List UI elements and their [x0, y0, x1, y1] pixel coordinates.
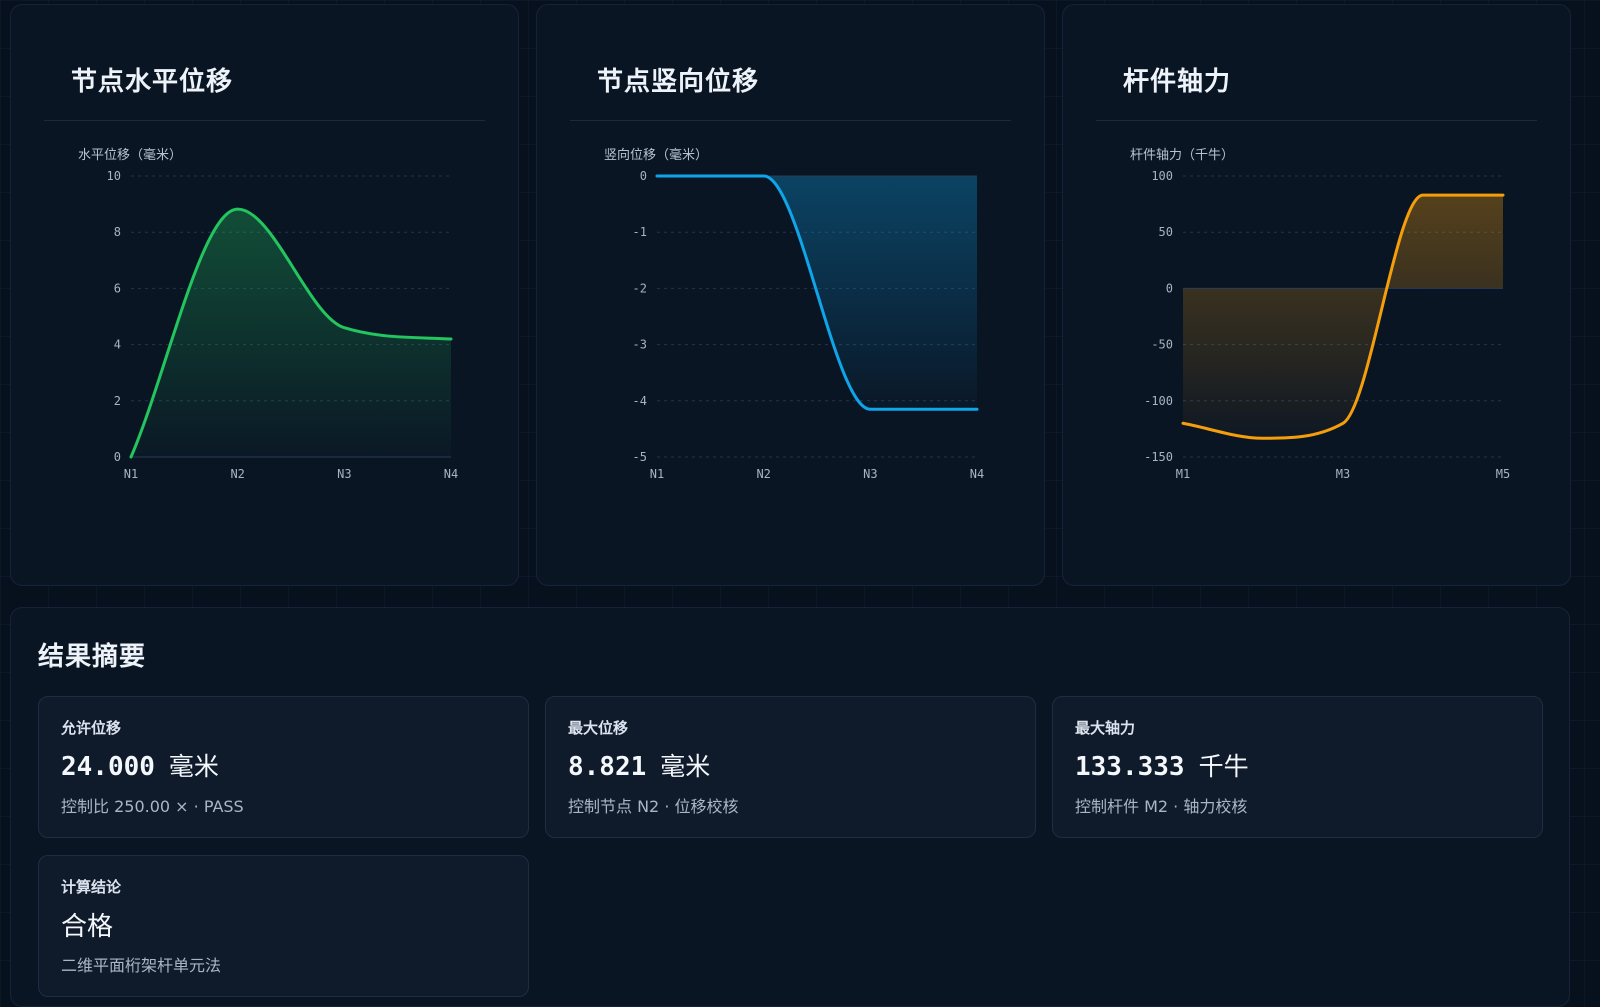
y-tick-label: -1: [633, 225, 647, 239]
y-tick-label: -3: [633, 338, 647, 352]
card-label: 计算结论: [61, 876, 121, 897]
y-tick-label: 2: [114, 394, 121, 408]
card-label: 允许位移: [61, 717, 121, 738]
summary-card-max-axial-force: 最大轴力 133.333 千牛 控制杆件 M2 · 轴力校核: [1052, 696, 1543, 838]
y-tick-label: 100: [1151, 169, 1173, 183]
summary-title: 结果摘要: [38, 636, 146, 673]
x-tick-label: N4: [444, 467, 458, 481]
card-value: 133.333 千牛: [1075, 747, 1249, 783]
x-tick-label: N2: [756, 467, 770, 481]
card-unit: 毫米: [169, 752, 219, 781]
y-axis-label: 杆件轴力（千牛）: [1130, 148, 1234, 163]
card-note: 二维平面桁架杆单元法: [61, 952, 221, 976]
y-tick-label: -4: [633, 394, 647, 408]
card-unit: 千牛: [1199, 752, 1249, 781]
horizontal-displacement-chart: 水平位移（毫米） 0 2 4 6 8 10 N1 N2 N3 N4: [11, 5, 520, 587]
y-tick-label: 0: [114, 450, 121, 464]
y-tick-label: 50: [1159, 225, 1173, 239]
summary-card-max-displacement: 最大位移 8.821 毫米 控制节点 N2 · 位移校核: [545, 696, 1036, 838]
y-tick-label: 10: [107, 169, 121, 183]
card-unit: 毫米: [660, 752, 710, 781]
y-axis-label: 水平位移（毫米）: [78, 147, 182, 163]
card-value: 合格: [61, 906, 113, 943]
y-tick-label: -100: [1144, 394, 1173, 408]
card-note: 控制比 250.00 × · PASS: [61, 793, 244, 817]
card-label: 最大轴力: [1075, 717, 1135, 738]
y-tick-label: 4: [114, 338, 121, 352]
x-tick-label: M1: [1176, 467, 1190, 481]
card-number: 24.000: [61, 752, 155, 782]
x-tick-label: N3: [863, 467, 877, 481]
y-axis-label: 竖向位移（毫米）: [604, 147, 708, 163]
y-tick-label: 8: [114, 225, 121, 239]
card-note: 控制节点 N2 · 位移校核: [568, 793, 739, 817]
card-number: 133.333: [1075, 752, 1185, 782]
card-number: 8.821: [568, 752, 646, 782]
y-tick-label: -150: [1144, 450, 1173, 464]
x-tick-label: N1: [650, 467, 664, 481]
card-value: 8.821 毫米: [568, 747, 710, 783]
x-tick-label: N4: [970, 467, 984, 481]
series-area: [1183, 195, 1503, 438]
x-tick-label: N3: [337, 467, 351, 481]
y-tick-label: 0: [1166, 281, 1173, 295]
y-tick-label: 6: [114, 281, 121, 295]
vertical-displacement-chart: 竖向位移（毫米） -5 -4 -3 -2 -1 0 N1 N2 N3 N4: [537, 5, 1046, 587]
results-summary: 结果摘要 允许位移 24.000 毫米 控制比 250.00 × · PASS 最…: [10, 607, 1570, 1007]
card-note: 控制杆件 M2 · 轴力校核: [1075, 793, 1247, 817]
axial-force-chart: 杆件轴力（千牛） -150 -100 -50 0 50 100 M1 M3 M5: [1063, 5, 1572, 587]
x-tick-label: M3: [1336, 467, 1350, 481]
x-tick-label: M5: [1496, 467, 1510, 481]
y-tick-label: -2: [633, 281, 647, 295]
y-tick-label: -50: [1151, 338, 1173, 352]
y-tick-label: 0: [640, 169, 647, 183]
x-tick-label: N1: [124, 467, 138, 481]
y-tick-label: -5: [633, 450, 647, 464]
card-value: 24.000 毫米: [61, 747, 219, 783]
series-area: [131, 209, 451, 457]
summary-card-conclusion: 计算结论 合格 二维平面桁架杆单元法: [38, 855, 529, 997]
card-label: 最大位移: [568, 717, 628, 738]
conclusion-value: 合格: [61, 912, 113, 942]
x-tick-label: N2: [230, 467, 244, 481]
summary-card-allowable-displacement: 允许位移 24.000 毫米 控制比 250.00 × · PASS: [38, 696, 529, 838]
